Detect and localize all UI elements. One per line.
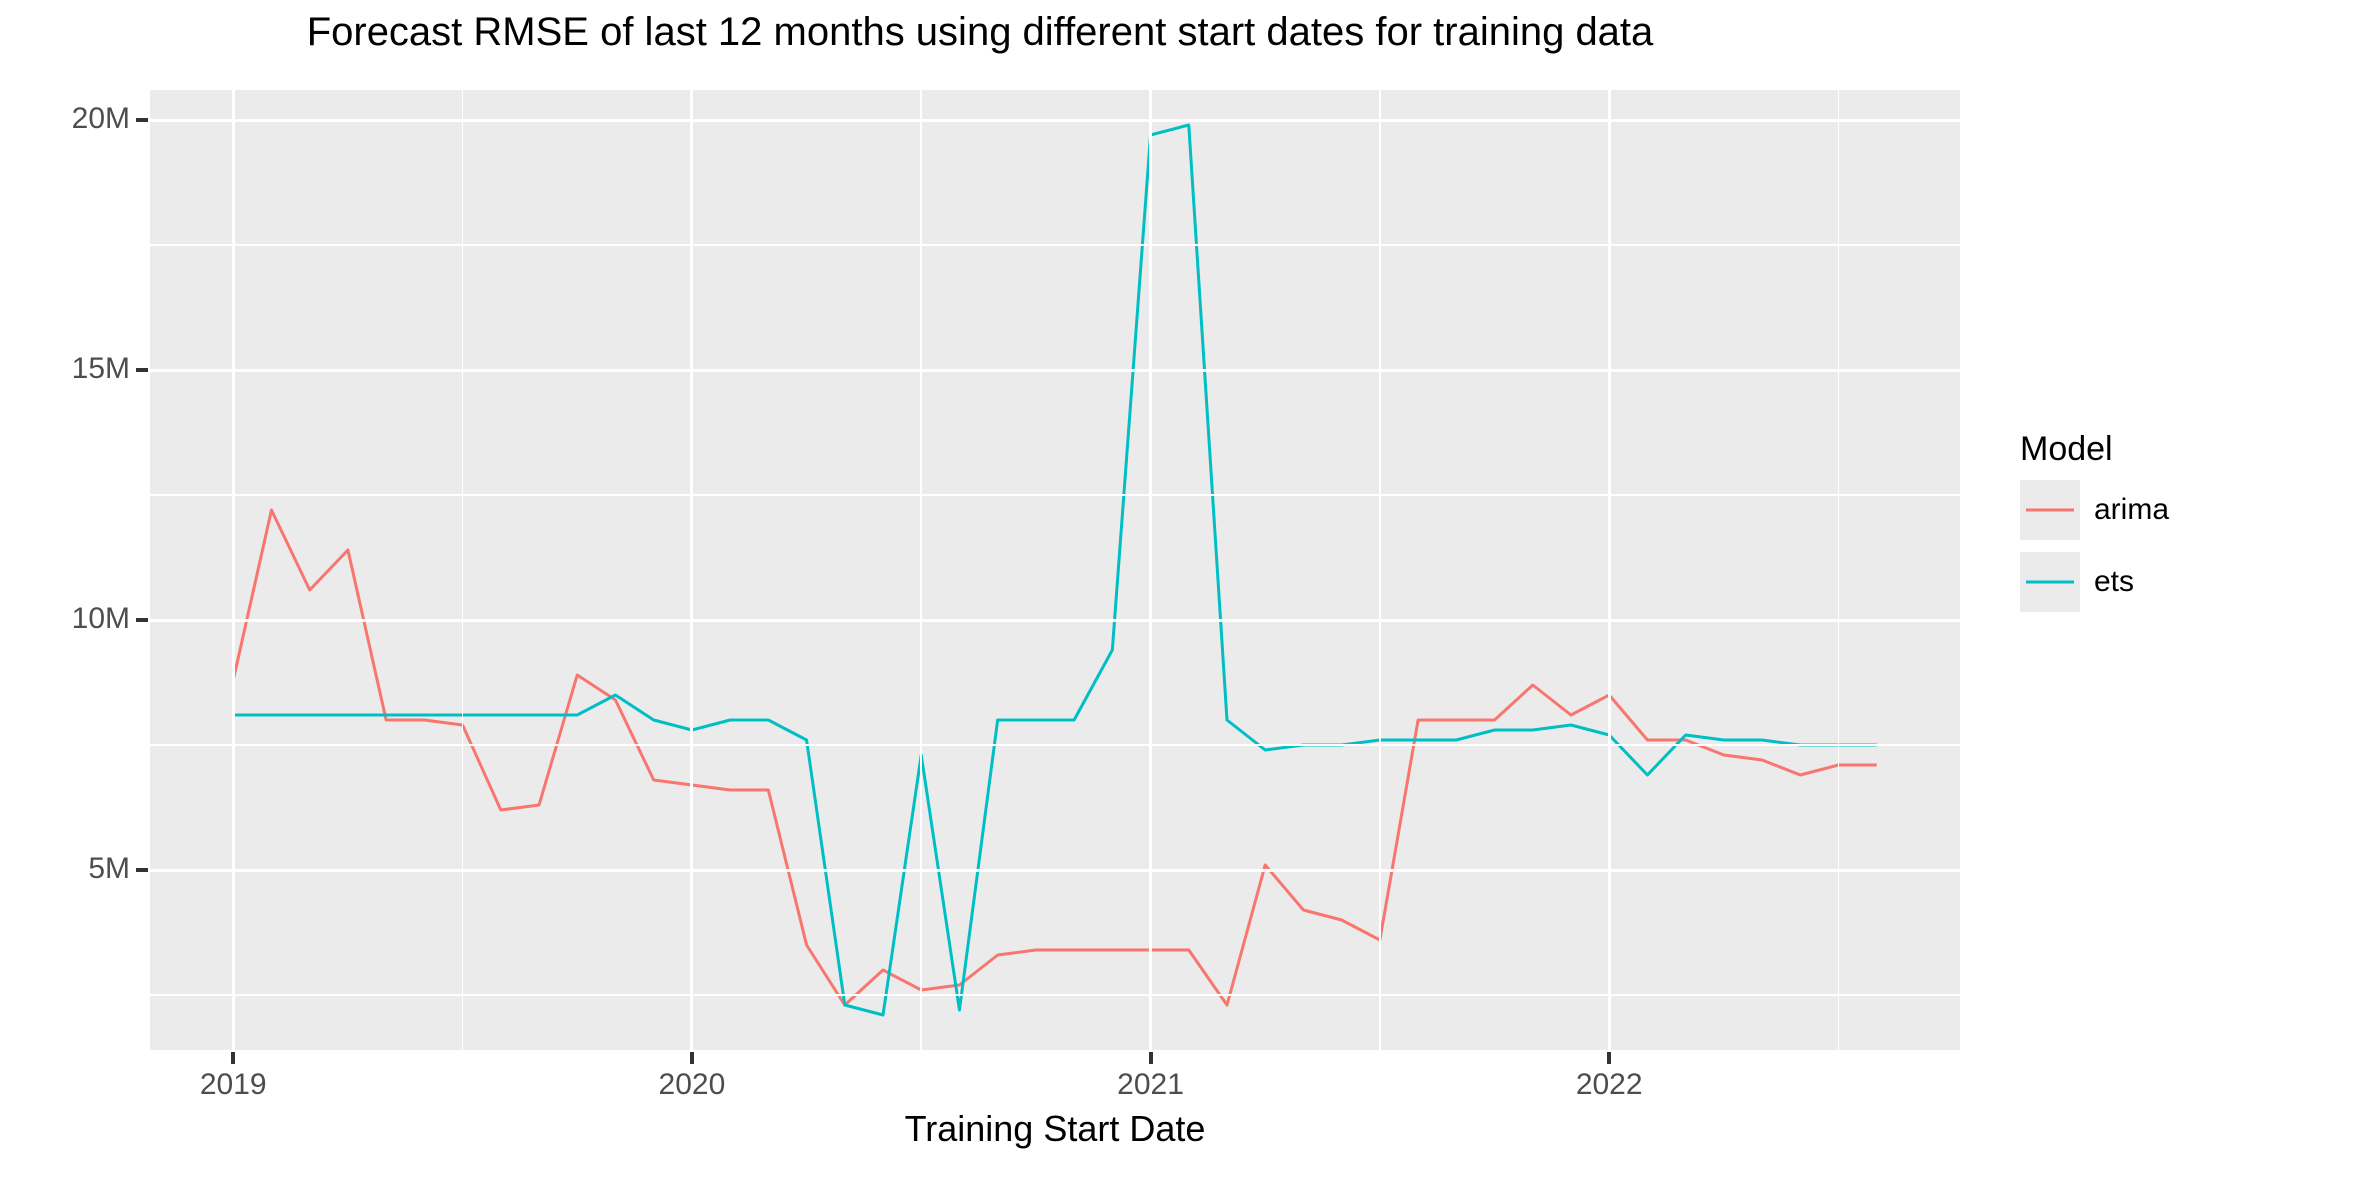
legend-title: Model bbox=[2020, 430, 2113, 469]
grid-line-y-minor bbox=[150, 744, 1960, 746]
y-tick-mark bbox=[136, 368, 148, 372]
legend-label: arima bbox=[2094, 493, 2169, 527]
series-line-ets bbox=[233, 125, 1876, 1015]
y-tick-label: 5M bbox=[88, 852, 130, 886]
grid-line-x-major bbox=[1608, 90, 1611, 1050]
grid-line-y-minor bbox=[150, 494, 1960, 496]
grid-line-y-major bbox=[150, 869, 1960, 872]
grid-line-y-major bbox=[150, 369, 1960, 372]
legend-item-arima: arima bbox=[2020, 480, 2169, 540]
x-tick-label: 2022 bbox=[1549, 1068, 1669, 1102]
x-tick-mark bbox=[690, 1052, 694, 1064]
legend-line-icon bbox=[2026, 509, 2074, 512]
x-tick-mark bbox=[1607, 1052, 1611, 1064]
grid-line-x-minor bbox=[1379, 90, 1381, 1050]
legend-item-ets: ets bbox=[2020, 552, 2169, 612]
y-tick-label: 20M bbox=[72, 102, 130, 136]
legend: arima ets bbox=[2020, 480, 2169, 612]
grid-line-y-minor bbox=[150, 244, 1960, 246]
legend-key bbox=[2020, 480, 2080, 540]
grid-line-x-minor bbox=[462, 90, 464, 1050]
grid-line-x-major bbox=[690, 90, 693, 1050]
chart-container: Forecast RMSE of last 12 months using di… bbox=[0, 0, 2362, 1181]
legend-label: ets bbox=[2094, 565, 2134, 599]
grid-line-y-minor bbox=[150, 994, 1960, 996]
grid-line-x-major bbox=[232, 90, 235, 1050]
y-tick-label: 10M bbox=[72, 602, 130, 636]
y-tick-mark bbox=[136, 118, 148, 122]
x-tick-label: 2020 bbox=[632, 1068, 752, 1102]
y-tick-label: 15M bbox=[72, 352, 130, 386]
grid-line-x-major bbox=[1149, 90, 1152, 1050]
x-tick-mark bbox=[231, 1052, 235, 1064]
line-plot bbox=[0, 0, 2362, 1181]
y-tick-mark bbox=[136, 618, 148, 622]
grid-line-y-major bbox=[150, 119, 1960, 122]
x-axis-title: Training Start Date bbox=[150, 1108, 1960, 1150]
legend-key bbox=[2020, 552, 2080, 612]
grid-line-x-minor bbox=[920, 90, 922, 1050]
grid-line-y-major bbox=[150, 619, 1960, 622]
legend-line-icon bbox=[2026, 581, 2074, 584]
x-tick-label: 2019 bbox=[173, 1068, 293, 1102]
x-tick-label: 2021 bbox=[1091, 1068, 1211, 1102]
grid-line-x-minor bbox=[1838, 90, 1840, 1050]
y-tick-mark bbox=[136, 868, 148, 872]
x-tick-mark bbox=[1149, 1052, 1153, 1064]
